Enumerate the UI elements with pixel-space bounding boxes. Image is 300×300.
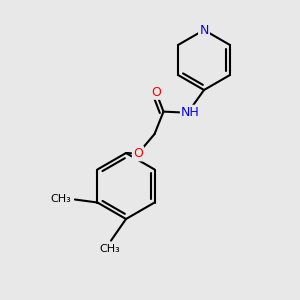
Text: N: N	[199, 23, 209, 37]
Text: NH: NH	[181, 106, 200, 119]
Text: CH₃: CH₃	[99, 244, 120, 254]
Text: CH₃: CH₃	[51, 194, 71, 205]
Text: O: O	[151, 85, 161, 99]
Text: O: O	[133, 147, 143, 160]
